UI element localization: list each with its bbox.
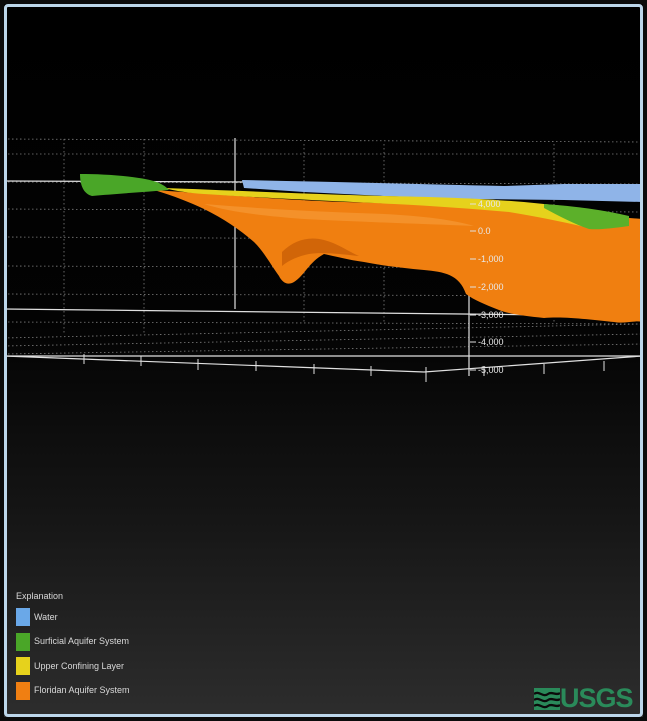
depth-tick-label: 0.0	[478, 226, 491, 236]
legend-label: Upper Confining Layer	[34, 660, 125, 671]
usgs-wave-icon	[534, 687, 560, 710]
depth-tick-label: 4,000	[478, 199, 501, 209]
legend-swatch	[16, 632, 30, 651]
depth-tick-label: -2,000	[478, 282, 504, 292]
floridan-shadow	[282, 238, 359, 266]
surficial-aquifer-right	[544, 204, 629, 230]
floridan-highlight	[204, 204, 474, 226]
model-viewport[interactable]: 4,000 0.0 -1,000 -2,000 -3,000 -4,000 -5…	[4, 4, 643, 717]
depth-tick-label: -4,000	[478, 337, 504, 347]
depth-axis: 4,000 0.0 -1,000 -2,000 -3,000 -4,000 -5…	[470, 199, 504, 375]
legend-label: Surficial Aquifer System	[34, 636, 130, 647]
usgs-logo-text: USGS	[560, 683, 634, 713]
usgs-logo: USGS	[534, 683, 634, 713]
legend-item-water: Water	[16, 605, 130, 630]
depth-tick-label: -1,000	[478, 254, 504, 264]
legend-swatch	[16, 657, 30, 676]
legend-title: Explanation	[16, 591, 64, 601]
legend-label: Water	[34, 611, 58, 622]
depth-tick-label: -3,000	[478, 310, 504, 320]
legend: Explanation Water Surficial Aquifer Syst…	[16, 592, 130, 703]
legend-item-surficial: Surficial Aquifer System	[16, 630, 130, 655]
water-layer	[242, 180, 643, 202]
depth-tick-label: -5,000	[478, 365, 504, 375]
legend-label: Floridan Aquifer System	[34, 685, 130, 696]
legend-item-confining: Upper Confining Layer	[16, 654, 130, 679]
surficial-aquifer-layer	[80, 174, 169, 196]
floridan-aquifer-layer	[154, 190, 643, 323]
legend-swatch	[16, 681, 30, 700]
aquifer-3d-model[interactable]: 4,000 0.0 -1,000 -2,000 -3,000 -4,000 -5…	[4, 4, 643, 717]
upper-confining-layer	[164, 188, 629, 228]
legend-item-floridan: Floridan Aquifer System	[16, 679, 130, 704]
legend-swatch	[16, 608, 30, 627]
x-axis-ticks	[83, 354, 605, 382]
